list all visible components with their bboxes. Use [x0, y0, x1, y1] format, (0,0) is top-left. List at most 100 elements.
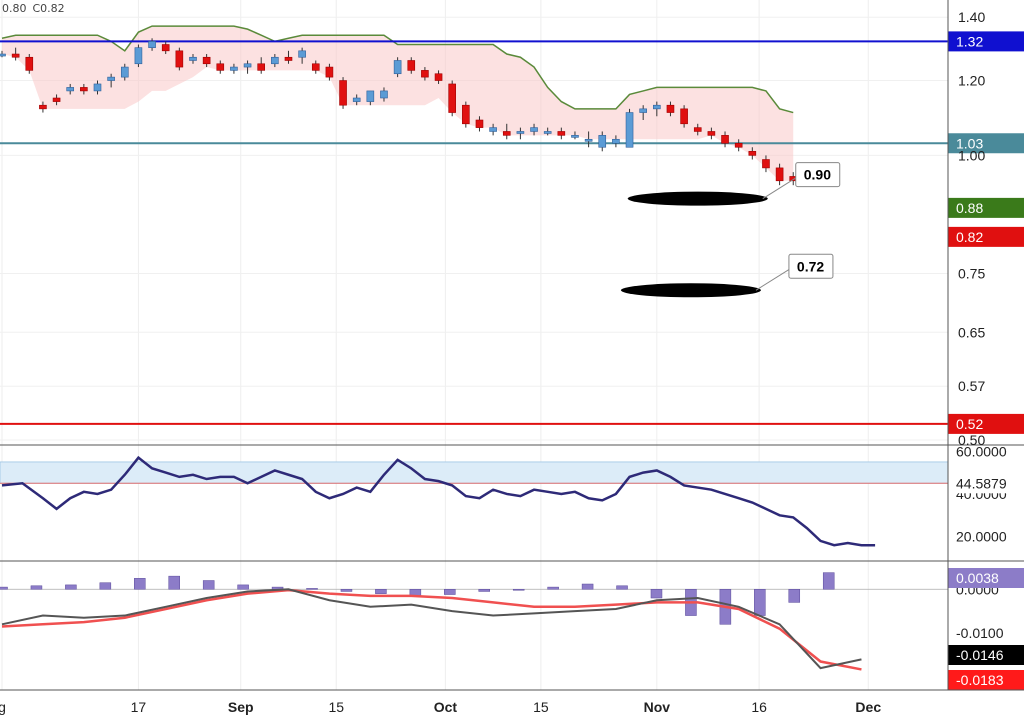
macd-histogram-bar: [478, 589, 490, 592]
last-value-box: [948, 197, 1024, 218]
candle-body: [352, 97, 361, 102]
candle-body: [230, 66, 238, 71]
candle-body: [148, 41, 156, 48]
candle-body: [52, 97, 61, 102]
x-tick-label: Nov: [644, 699, 671, 715]
candle-body: [571, 135, 579, 138]
x-tick-label: Oct: [434, 699, 458, 715]
candle-body: [93, 83, 102, 92]
level-label: 1.32: [956, 33, 983, 49]
callout-pointer: [755, 267, 792, 291]
macd-histogram-bar: [237, 584, 249, 590]
x-tick-label: 15: [328, 699, 344, 715]
price-tick-label: 1.40: [958, 9, 985, 25]
macd-value-box: [948, 645, 1024, 665]
candle-body: [775, 167, 784, 182]
rsi-band: [0, 461, 949, 484]
macd-histogram-bar: [202, 580, 215, 590]
candle-body: [80, 87, 88, 92]
callout-ellipse: [627, 191, 768, 206]
price-cloud: [1, 25, 794, 181]
candle-body: [284, 56, 293, 61]
candle-body: [175, 50, 184, 68]
candle-body: [639, 108, 647, 113]
macd-histogram-bar: [581, 583, 594, 590]
macd-histogram-bar: [168, 575, 180, 590]
macd-histogram-bar: [99, 582, 112, 590]
price-tick-label: 1.00: [958, 147, 985, 163]
callouts: 0.90 0.72: [620, 162, 841, 298]
candle-body: [11, 53, 20, 58]
candle-body: [666, 104, 675, 113]
level-label-box: [948, 31, 1024, 52]
callout-label: 0.90: [804, 167, 831, 183]
macd-histogram-bar: [134, 578, 146, 590]
last-value-label: 0.82: [956, 229, 983, 245]
candle-body: [748, 151, 757, 156]
macd-histogram-bar: [65, 584, 77, 590]
macd-value-box: [948, 670, 1024, 690]
candle-body: [502, 131, 511, 136]
macd-histogram-bar: [444, 589, 456, 595]
candle-body: [189, 56, 197, 61]
candle-body: [39, 104, 47, 110]
rsi-line: [1, 455, 876, 547]
candle-body: [271, 56, 279, 65]
price-tick-label: 0.57: [958, 378, 985, 394]
candle-body: [325, 66, 334, 78]
last-value-label: 0.88: [956, 200, 983, 216]
cloud-upper-line: [1, 25, 794, 114]
macd-histogram-bar: [547, 586, 559, 590]
x-tick-label: 15: [533, 699, 549, 715]
ohlc-readout: 0.80 C0.82: [2, 2, 71, 15]
candle-body: [120, 66, 129, 78]
ohlc-high: 0.80: [2, 2, 27, 15]
rsi-value-box: [948, 473, 1024, 494]
macd-signal-line: [1, 588, 862, 671]
candle-body: [612, 138, 620, 144]
candle-body: [598, 135, 607, 148]
candle-body: [161, 44, 170, 52]
candle-body: [407, 60, 416, 71]
callout-box: [788, 253, 834, 279]
candle-body: [734, 142, 743, 148]
candle-body: [66, 87, 75, 92]
macd-histogram-bar: [650, 589, 663, 599]
x-tick-label: 16: [751, 699, 767, 715]
macd-histogram-bar: [375, 589, 387, 594]
price-tick-label: 0.75: [958, 266, 985, 282]
candle-body: [0, 53, 6, 57]
x-tick-label: 17: [131, 699, 147, 715]
macd-histogram-bar: [822, 572, 835, 590]
horizontal-levels: 1.32 1.03 0.52 0.88 0.82: [0, 31, 1024, 434]
candle-body: [380, 90, 388, 99]
rsi-tick-label: 20.0000: [956, 529, 1007, 545]
candle-body: [107, 76, 115, 81]
candle-body: [339, 80, 347, 106]
candle-body: [434, 73, 443, 81]
macd-value-box: [948, 568, 1024, 588]
callout-ellipse: [620, 283, 761, 298]
callout-box: [795, 162, 841, 188]
candle-body: [475, 119, 484, 128]
candle-body: [298, 50, 306, 58]
candle-body: [25, 56, 34, 71]
time-axis-band: [0, 691, 1024, 725]
macd-histogram-bar: [30, 585, 43, 590]
candle-body: [311, 63, 320, 71]
callout-pointer: [762, 176, 799, 200]
candle-body: [216, 63, 225, 71]
candle-body: [243, 63, 252, 68]
macd-histogram-bar: [340, 589, 353, 592]
candle-body: [257, 63, 266, 71]
level-label-box: [948, 413, 1024, 434]
last-value-box: [948, 226, 1024, 247]
macd-histogram-bar: [0, 586, 8, 590]
rsi-value-label: 44.5879: [956, 475, 1007, 491]
candle-body: [462, 104, 470, 125]
x-tick-label: Sep: [228, 699, 254, 715]
